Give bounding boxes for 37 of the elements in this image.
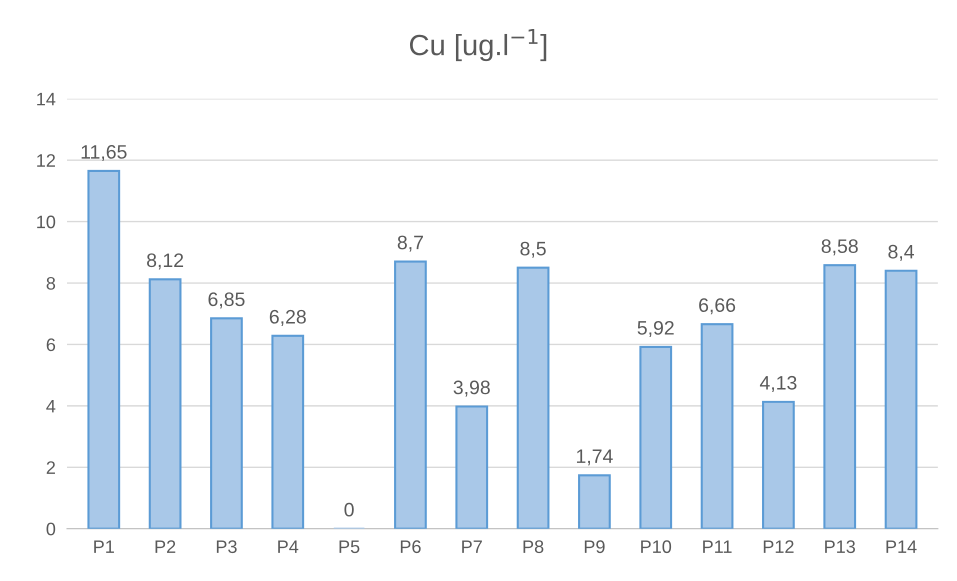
data-label: 5,92 bbox=[638, 320, 674, 338]
chart-title: Cu [ug.l$^{−1}$] bbox=[410, 29, 546, 62]
x-tick-label: P5 bbox=[340, 540, 360, 554]
x-tick-label: P2 bbox=[156, 540, 176, 553]
x-tick-label: P12 bbox=[764, 540, 794, 553]
x-tick-label: P10 bbox=[641, 540, 672, 554]
x-tick-label: P11 bbox=[703, 540, 732, 553]
y-tick-label: 2 bbox=[46, 461, 55, 474]
x-tick-label: P3 bbox=[216, 540, 237, 554]
data-label: 8,12 bbox=[147, 253, 184, 270]
y-tick-label: 12 bbox=[37, 154, 55, 167]
data-label: 8,58 bbox=[822, 239, 858, 256]
x-tick-label: P4 bbox=[278, 540, 298, 553]
y-tick-label: 6 bbox=[46, 338, 56, 352]
y-tick-label: 10 bbox=[37, 216, 56, 228]
data-label: 6,66 bbox=[699, 298, 736, 314]
x-tick-label: P9 bbox=[584, 540, 605, 554]
x-tick-label: P14 bbox=[886, 540, 917, 553]
x-tick-label: P1 bbox=[94, 540, 114, 553]
data-label: 0 bbox=[344, 502, 354, 517]
x-tick-label: P6 bbox=[400, 540, 421, 554]
data-label: 8,7 bbox=[398, 236, 423, 252]
data-label: 11,65 bbox=[82, 144, 127, 162]
data-label: 1,74 bbox=[576, 450, 613, 466]
x-tick-label: P13 bbox=[825, 540, 856, 554]
y-tick-label: 8 bbox=[46, 276, 56, 290]
x-tick-label: P8 bbox=[524, 540, 544, 554]
data-label: 8,5 bbox=[520, 242, 546, 258]
y-tick-label: 0 bbox=[46, 522, 56, 536]
data-label: 3,98 bbox=[454, 380, 490, 397]
x-tick-label: P7 bbox=[462, 540, 482, 553]
data-label: 8,4 bbox=[888, 244, 914, 261]
data-label: 6,28 bbox=[270, 310, 306, 326]
data-label: 6,85 bbox=[208, 292, 245, 308]
y-tick-label: 4 bbox=[46, 400, 56, 412]
y-tick-label: 14 bbox=[37, 92, 56, 106]
data-label: 4,13 bbox=[760, 376, 796, 392]
